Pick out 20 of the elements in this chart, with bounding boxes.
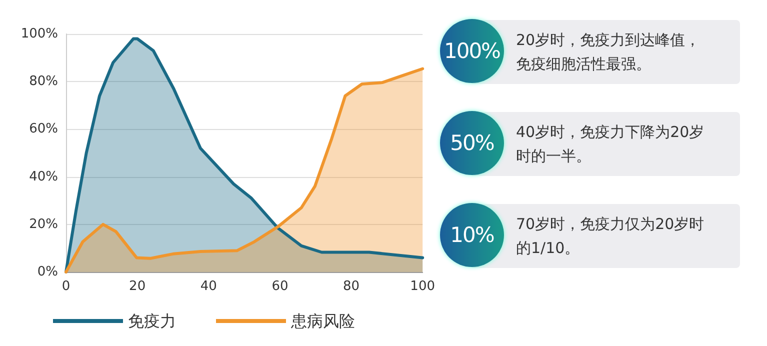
- x-tick-label: 40: [200, 279, 217, 294]
- legend-label: 免疫力: [128, 312, 176, 330]
- text: 40岁时，免疫力下降为20岁时的一半。: [516, 122, 706, 167]
- x-tick-label: 0: [62, 279, 70, 294]
- y-tick-label: 100%: [20, 26, 58, 42]
- text: 100%: [442, 39, 502, 63]
- x-tick-label: 60: [272, 279, 288, 294]
- text: 10%: [449, 223, 495, 247]
- y-tick-label: 40%: [29, 169, 58, 184]
- x-tick-label: 80: [343, 279, 360, 294]
- text: 20岁时，免疫力到达峰值，免疫细胞活性最强。: [516, 30, 702, 75]
- y-tick-label: 0%: [37, 264, 58, 280]
- x-tick-label: 20: [129, 279, 146, 294]
- x-tick-label: 100: [410, 279, 436, 294]
- text: 50%: [449, 131, 495, 155]
- legend-label: 患病风险: [290, 312, 355, 330]
- y-tick-label: 20%: [29, 216, 58, 232]
- y-tick-label: 80%: [29, 74, 58, 90]
- text: 70岁时，免疫力仅为20岁时的1/10。: [516, 214, 706, 259]
- y-tick-label: 60%: [29, 122, 58, 137]
